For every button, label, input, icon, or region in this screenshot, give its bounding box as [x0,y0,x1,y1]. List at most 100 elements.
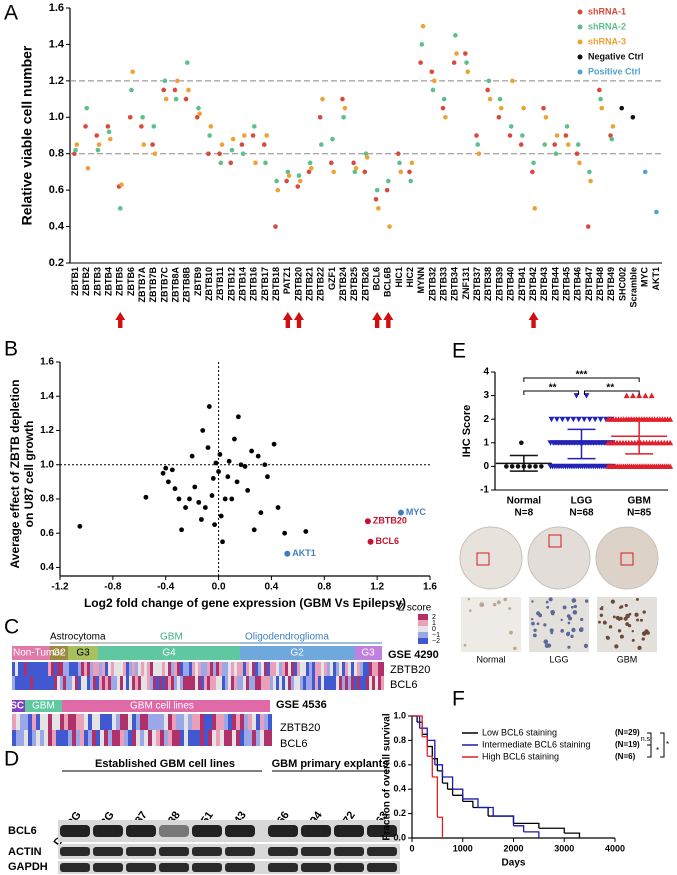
heatmap-cell [68,714,72,730]
heatmap-cell [285,662,288,676]
data-point [160,470,166,476]
data-point [242,133,247,138]
nucleus [503,597,508,602]
data-point [610,124,616,129]
bracket [647,744,652,758]
survival-step [422,736,428,757]
heatmap-cell [231,662,234,676]
heatmap-cell [104,730,108,746]
n-label: N=85 [627,508,652,519]
heatmap-cell [195,676,198,690]
heatmap-cell [132,676,135,690]
nucleus [584,599,589,603]
survival-step [434,764,444,777]
heatmap-cell [318,676,321,690]
significance-bracket [523,390,579,395]
band [192,847,222,856]
heatmap-cell [208,730,212,746]
survival-step [427,745,433,759]
data-point [374,187,380,193]
legend-label: Low BCL6 staining [482,727,557,737]
grade-label: G4 [162,648,176,659]
data-point [106,129,112,135]
survival-step [472,806,489,817]
heatmap-cell [219,662,222,676]
heatmap-cell [222,662,225,676]
x-tick-label: -0.8 [104,582,122,593]
nucleus [571,627,576,633]
data-point [521,105,526,111]
data-point [225,474,231,480]
heatmap-cell [210,676,213,690]
nucleus [562,605,567,610]
row-label: BCL6 [390,679,418,691]
heatmap-cell [136,714,140,730]
legend-title: Z score [398,603,432,614]
heatmap-cell [36,730,40,746]
heatmap-cell [172,714,176,730]
data-point [232,436,237,442]
data-point [175,78,180,84]
heatmap-cell [200,714,204,730]
data-point [396,151,401,157]
heatmap-cell [120,662,123,676]
group-bar [355,646,382,660]
data-point [465,69,471,75]
heatmap-cell [111,676,114,690]
heatmap-cell [80,730,84,746]
heatmap-cell [140,714,144,730]
data-point [285,169,291,175]
heatmap [12,714,272,746]
nucleus [634,612,639,617]
data-point [297,178,303,184]
heatmap-cell [138,676,141,690]
data-point [642,169,648,175]
y-tick-label: 0.6 [40,528,54,539]
heatmap-cell [237,676,240,690]
data-point [485,87,490,93]
data-point [206,151,211,157]
heatmap-cell [180,662,183,676]
y-tick-label: 0.8 [49,148,64,160]
heatmap-cell [81,662,84,676]
heatmap-cell [171,676,174,690]
data-point [331,169,336,175]
nucleus [467,597,471,601]
survival-step [442,782,449,790]
data-point [559,416,566,423]
heatmap-cell [360,662,363,676]
heatmap-cell [15,662,18,676]
data-point [306,169,312,175]
heatmap-cell [276,676,279,690]
heatmap-cell [152,714,156,730]
legend-swatch [418,638,428,644]
heatmap-cell [306,676,309,690]
heatmap-cell [288,676,291,690]
band [225,863,255,872]
nucleus [543,639,549,645]
heatmap-cell [12,714,16,730]
legend-marker [577,54,583,60]
legend-n: (N=29) [615,728,640,737]
data-point [553,416,560,423]
survival-step [523,831,540,838]
y-tick-label: 0.6 [393,759,406,769]
image-label: GBM [617,654,638,664]
heatmap-cell [160,730,164,746]
band [225,847,255,856]
y-tick-label: 0.4 [49,220,65,232]
x-tick-label: BCL6 [372,267,382,291]
data-point [212,522,218,528]
data-point [284,178,289,184]
heatmap-cell [144,676,147,690]
nucleus [531,621,535,626]
heatmap-cell [207,662,210,676]
nucleus [566,614,571,618]
data-point [430,87,436,93]
heatmap-cell [339,676,342,690]
heatmap-cell [148,730,152,746]
heatmap-cell [160,714,164,730]
data-point [218,513,224,519]
band [268,863,298,872]
x-tick-label: Scramble [628,267,638,308]
